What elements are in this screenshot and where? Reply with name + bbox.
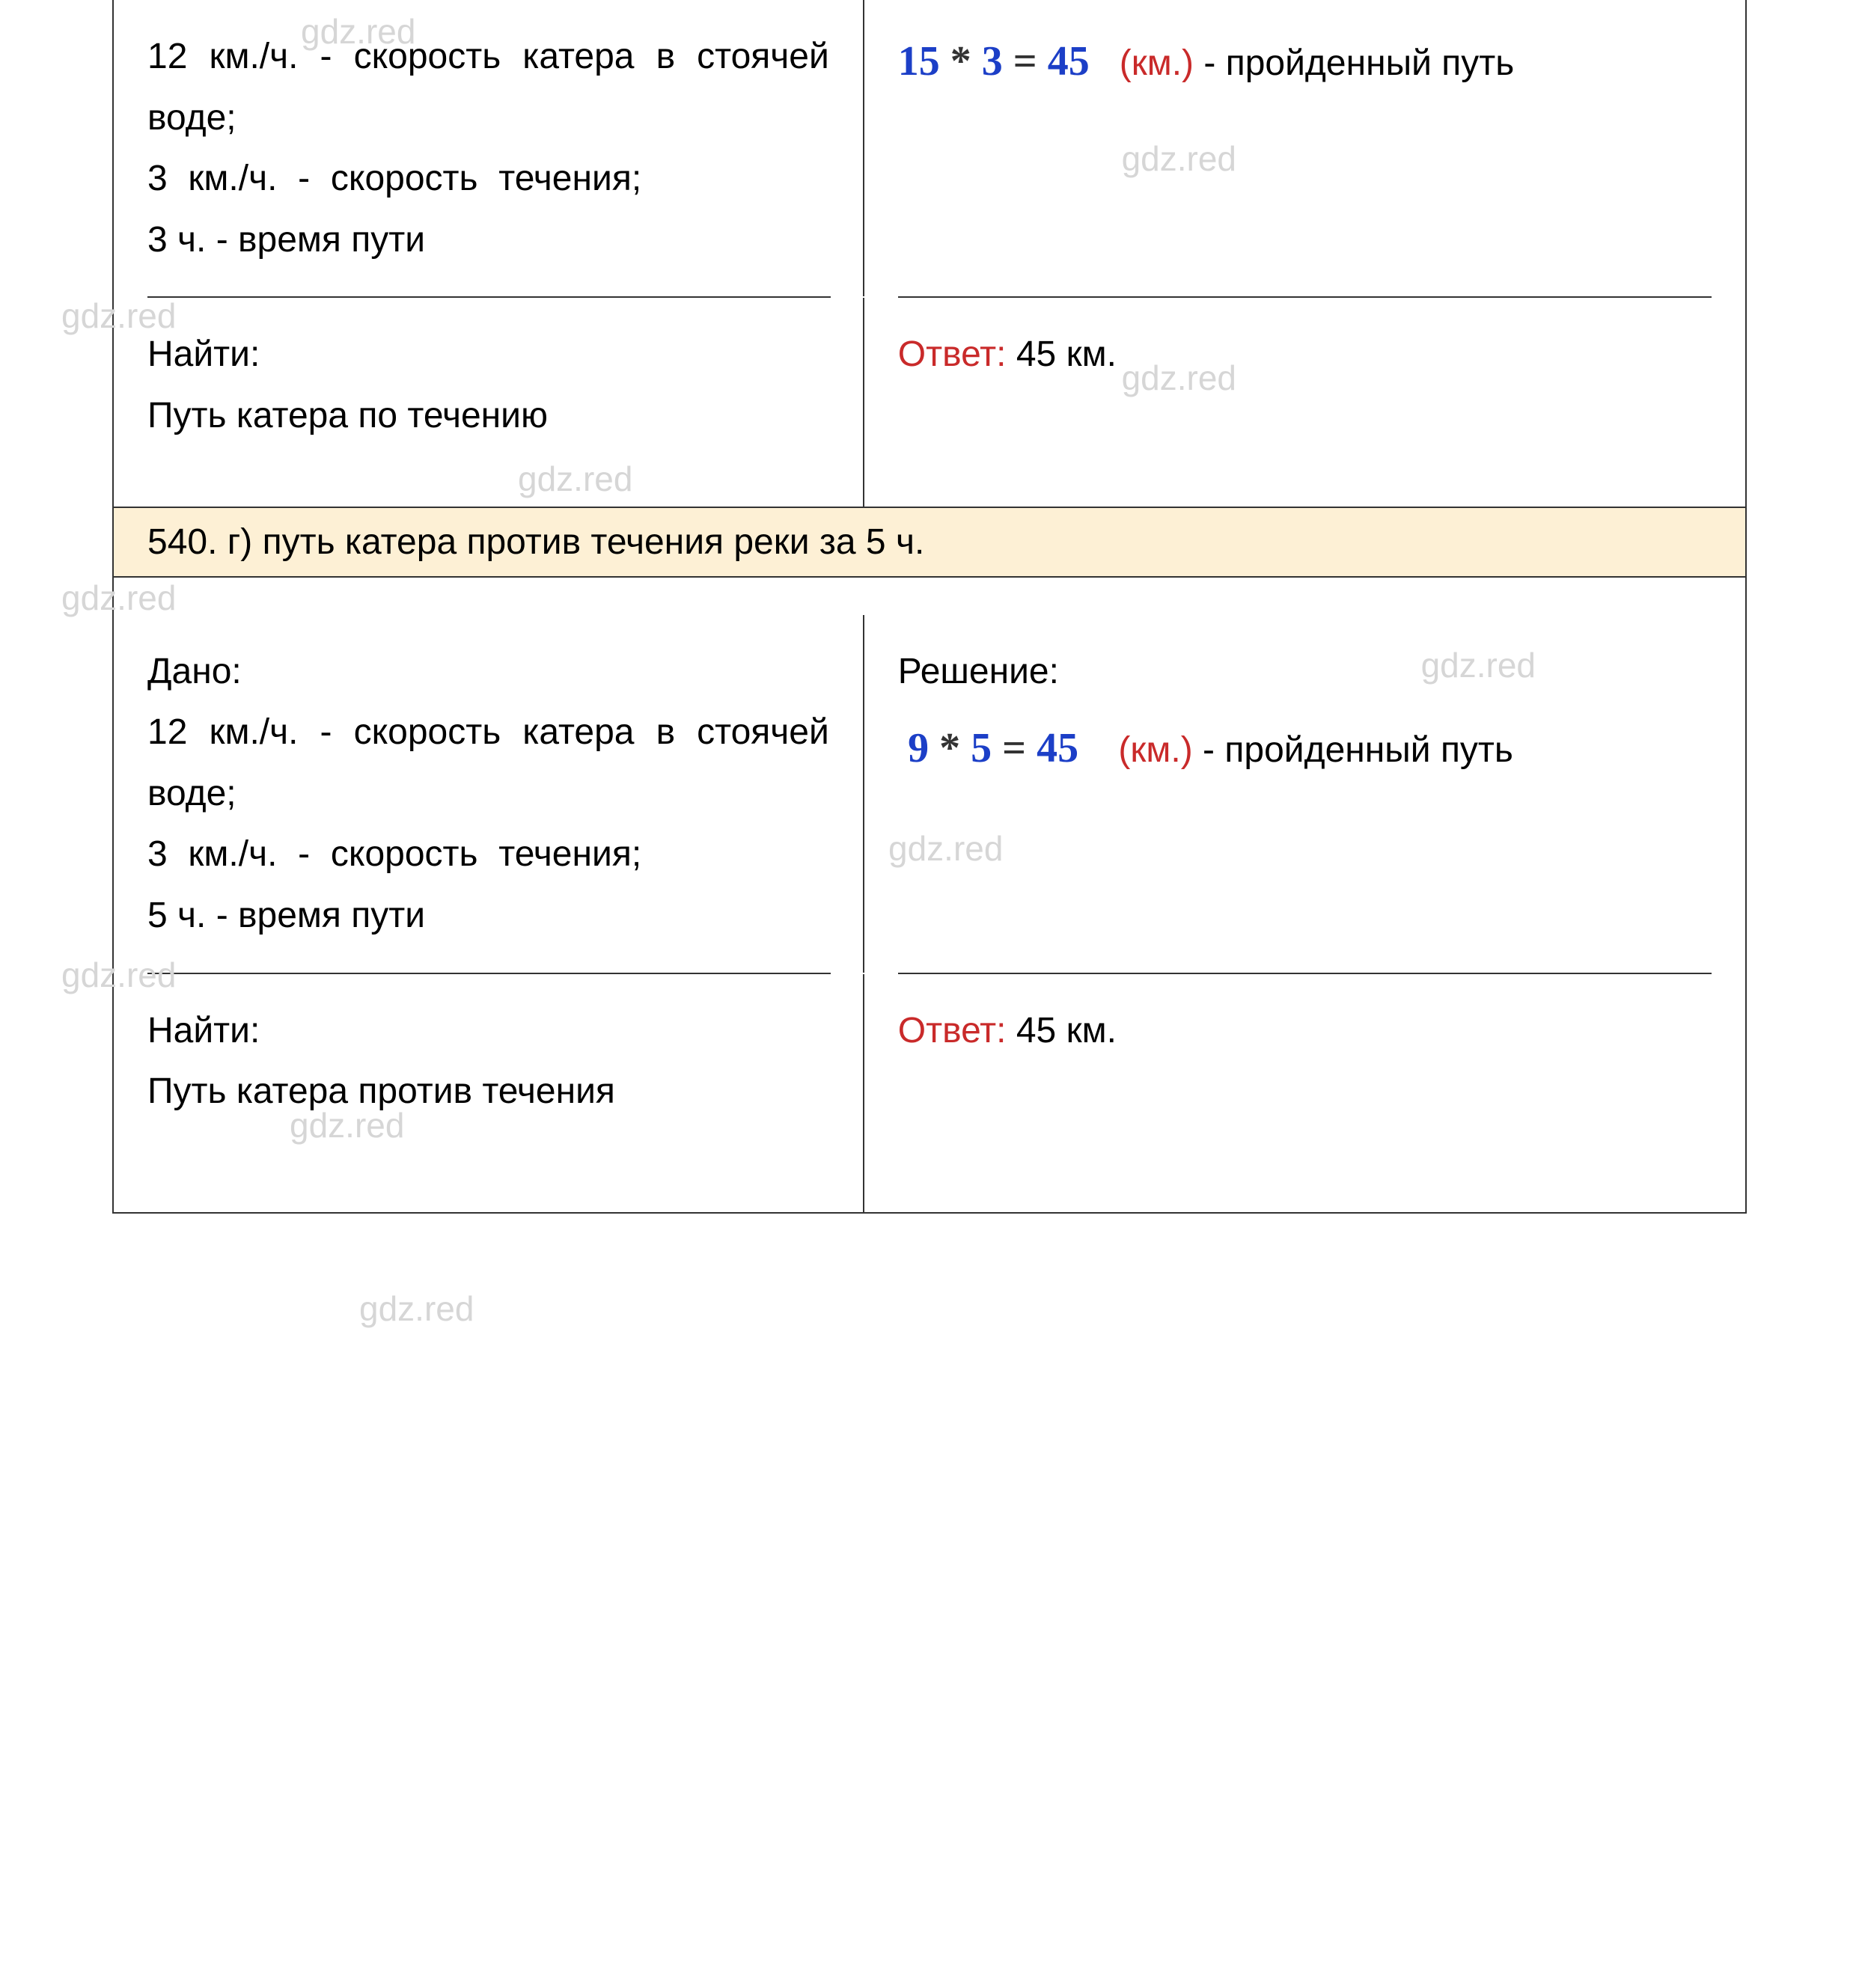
eq-eq: = <box>1003 38 1048 85</box>
eq2-op: * <box>929 725 971 771</box>
answer-value-2: 45 км. <box>1016 1011 1117 1050</box>
solution-cell-2: Решение: 9 * 5 = 45 (км.) - пройденный п… <box>864 615 1745 973</box>
problem-header-text: 540. г) путь катера против течения реки … <box>147 522 924 562</box>
eq-res: 45 <box>1048 38 1090 85</box>
answer-1: Ответ: 45 км. <box>898 324 1712 385</box>
find-cell-1: Найти: Путь катера по течению <box>114 298 864 506</box>
eq-op: * <box>940 38 982 85</box>
tail-1: - пройденный путь <box>1194 43 1514 83</box>
unit-2: (км.) <box>1118 730 1192 770</box>
problem-header: 540. г) путь катера против течения реки … <box>114 507 1745 578</box>
given2-line-3: 5 ч. - время пути <box>147 885 829 946</box>
answer-cell-2: Ответ: 45 км. <box>864 974 1745 1212</box>
solution-content-2: 9 * 5 = 45 (км.) - пройденный путь <box>898 713 1712 784</box>
find-label-2: Найти: <box>147 1000 829 1062</box>
given-cell-1: 12 км./ч. - скорость катера в стоячей во… <box>114 0 864 296</box>
section2-top: gdz.red gdz.red gdz.red Дано: 12 км./ч. … <box>114 578 1745 973</box>
watermark: gdz.red <box>359 1288 474 1329</box>
given-label-2: Дано: <box>147 641 829 703</box>
solution-cell-1: 15 * 3 = 45 (км.) - пройденный путь <box>864 0 1745 296</box>
eq-a: 15 <box>898 38 940 85</box>
given2-line-2: 3 км./ч. - скорость течения; <box>147 824 829 885</box>
given2-line-1: 12 км./ч. - скорость катера в стоячей во… <box>147 702 829 824</box>
answer-cell-1: Ответ: 45 км. <box>864 298 1745 506</box>
eq2-eq: = <box>992 725 1037 771</box>
answer-value-1: 45 км. <box>1016 334 1117 374</box>
eq2-res: 45 <box>1037 725 1078 771</box>
solution-label-2: Решение: <box>898 641 1712 703</box>
section1-bottom: gdz.red Найти: Путь катера по течению От… <box>114 298 1745 506</box>
section2-bottom: gdz.red Найти: Путь катера против течени… <box>114 974 1745 1212</box>
eq2-a: 9 <box>908 725 929 771</box>
find-text-2: Путь катера против течения <box>147 1061 829 1122</box>
find-label-1: Найти: <box>147 324 829 385</box>
given-line-2: 3 км./ч. - скорость течения; <box>147 148 829 209</box>
answer-2: Ответ: 45 км. <box>898 1000 1712 1062</box>
worksheet-container: gdz.red gdz.red gdz.red 12 км./ч. - скор… <box>112 0 1747 1214</box>
tail-2: - пройденный путь <box>1193 730 1513 770</box>
given-line-1: 12 км./ч. - скорость катера в стоячей во… <box>147 26 829 148</box>
eq-b: 3 <box>982 38 1003 85</box>
answer-label-1: Ответ: <box>898 334 1016 374</box>
eq2-b: 5 <box>971 725 992 771</box>
given-cell-2: Дано: 12 км./ч. - скорость катера в стоя… <box>114 615 864 973</box>
answer-label-2: Ответ: <box>898 1011 1016 1050</box>
given-line-3: 3 ч. - время пути <box>147 209 829 271</box>
section1-top: gdz.red gdz.red gdz.red 12 км./ч. - скор… <box>114 0 1745 296</box>
unit-1: (км.) <box>1120 43 1194 83</box>
find-cell-2: Найти: Путь катера против течения <box>114 974 864 1212</box>
find-text-1: Путь катера по течению <box>147 385 829 447</box>
solution-content-1: 15 * 3 = 45 (км.) - пройденный путь <box>898 26 1712 97</box>
